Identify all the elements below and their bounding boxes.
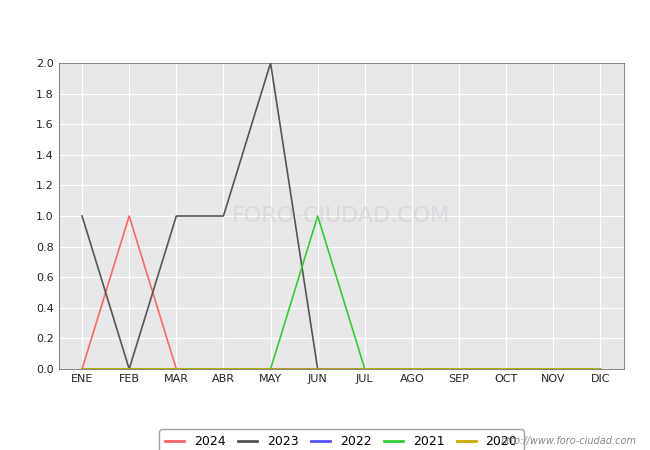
Text: FORO-CIUDAD.COM: FORO-CIUDAD.COM	[232, 206, 450, 226]
Text: Matriculaciones de Vehiculos en La Vilella Alta: Matriculaciones de Vehiculos en La Vilel…	[133, 18, 517, 36]
Legend: 2024, 2023, 2022, 2021, 2020: 2024, 2023, 2022, 2021, 2020	[159, 429, 523, 450]
Text: http://www.foro-ciudad.com: http://www.foro-ciudad.com	[501, 436, 637, 446]
